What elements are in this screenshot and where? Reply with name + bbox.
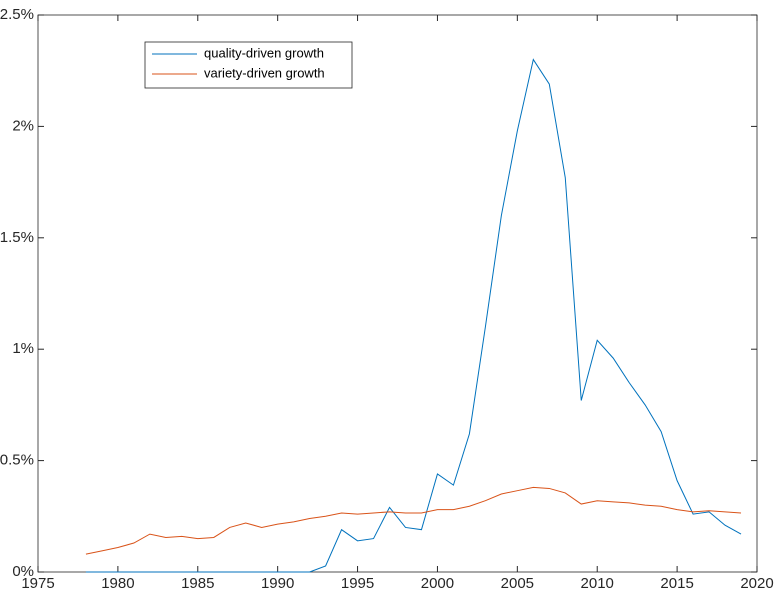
series-line [85,58,742,573]
legend: quality-driven growth variety-driven grow… [144,41,353,89]
x-tick-label: 1990 [261,575,294,592]
x-tick-label: 2015 [660,575,693,592]
y-tick-label: 1% [12,340,34,357]
legend-label: quality-driven growth [204,45,324,60]
x-tick-label: 2000 [421,575,454,592]
y-tick-label: 1.5% [0,229,34,246]
x-tick-label: 1980 [101,575,134,592]
x-tick-label: 1995 [341,575,374,592]
plot-area [37,14,758,573]
x-tick-label: 2010 [581,575,614,592]
y-tick-label: 2% [12,117,34,134]
y-tick-label: 0% [12,563,34,580]
x-tick-label: 2020 [740,575,773,592]
legend-box [144,41,353,89]
y-tick-label: 0.5% [0,452,34,469]
x-tick-label: 1975 [21,575,54,592]
y-tick-label: 2.5% [0,6,34,23]
x-tick-label: 2005 [501,575,534,592]
legend-label: variety-driven growth [204,65,325,80]
x-tick-label: 1985 [181,575,214,592]
series-line [85,486,742,555]
